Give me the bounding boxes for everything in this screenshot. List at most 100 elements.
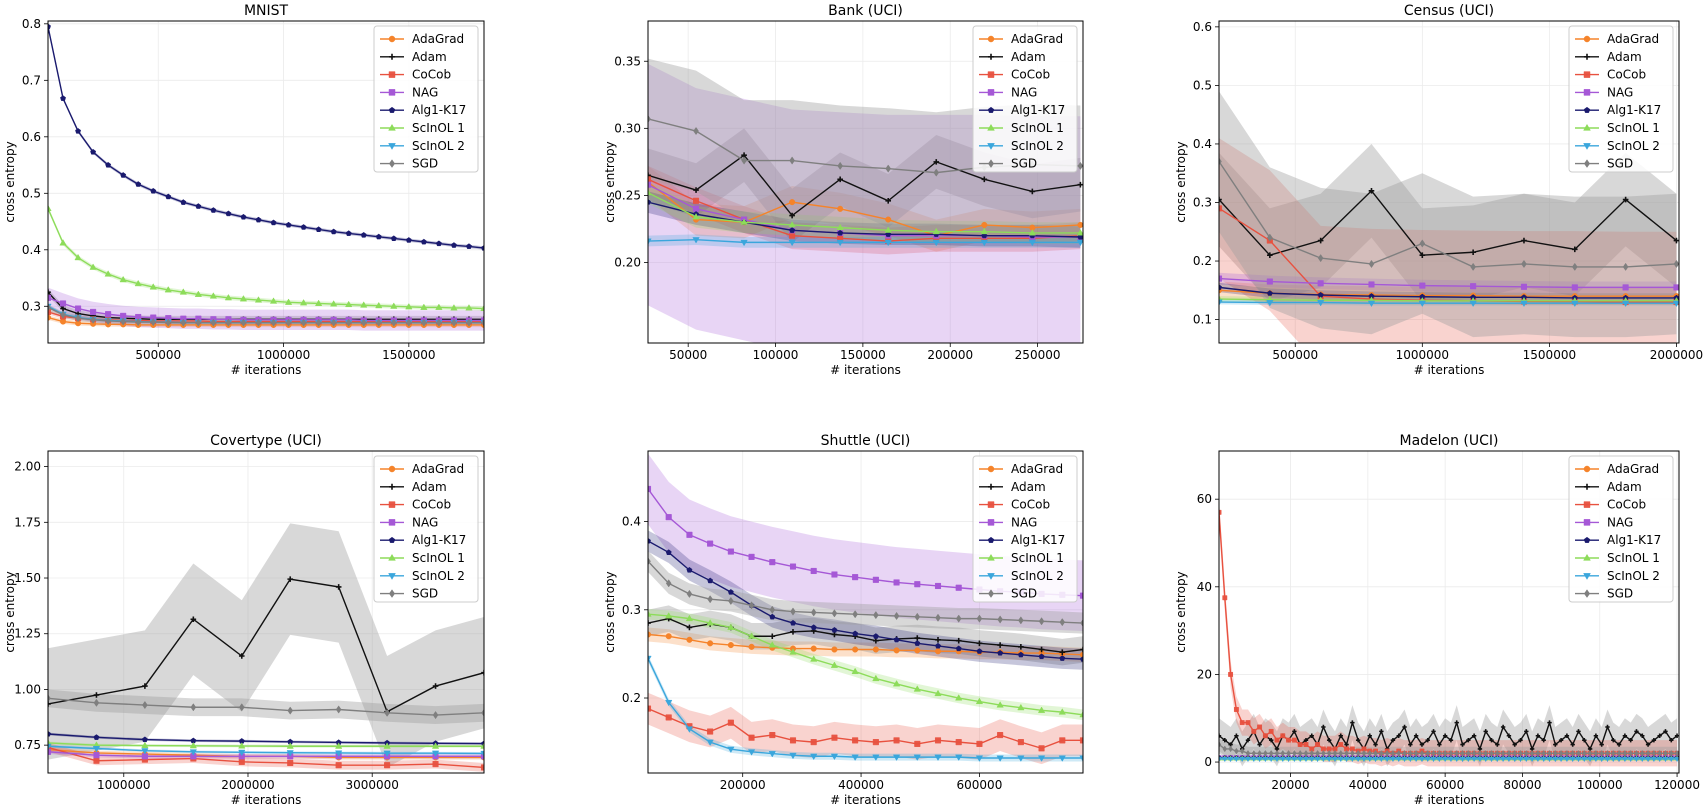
data-point [1558,749,1564,757]
data-point [1343,756,1350,763]
data-point [1419,749,1425,757]
data-point [789,563,797,570]
data-point [1017,703,1025,711]
data-point [914,740,921,747]
data-point [934,754,942,761]
x-tick-label: 1500000 [382,348,435,362]
data-point [1616,749,1622,757]
data-point [748,734,755,741]
data-point [810,567,817,575]
data-point [648,610,652,617]
data-point [240,318,247,327]
legend-item-alg1-k17: Alg1-K17 [979,103,1065,117]
data-point [1355,737,1361,743]
legend-label: CoCob [1607,498,1646,512]
data-point [1599,742,1604,747]
data-point [648,114,651,124]
data-point [384,708,390,717]
y-tick-label: 0.35 [614,54,641,68]
legend-marker [987,589,995,598]
data-point [830,661,839,668]
data-point [1520,283,1528,290]
y-tick-label: 0.20 [614,256,641,270]
data-point [1326,756,1333,763]
data-point [1266,300,1274,307]
data-point [810,645,817,652]
data-point [75,314,81,323]
data-point [1418,300,1426,308]
data-point [330,228,337,235]
legend-label: Alg1-K17 [1607,533,1661,547]
data-point [1292,729,1297,734]
data-point [287,706,294,715]
data-point [1524,749,1529,757]
data-point [210,318,217,327]
legend-label: Adam [1607,50,1642,64]
data-point [872,633,879,639]
legend-item-cocob: CoCob [979,68,1050,82]
data-point [1541,749,1546,757]
legend-marker [388,89,396,96]
data-point [60,305,66,312]
data-point [1080,646,1083,653]
data-point [1355,749,1361,757]
data-point [1390,737,1396,743]
data-point [48,23,51,30]
data-point [976,614,983,623]
series-line-scinol-2 [1219,301,1677,304]
data-point [345,318,352,327]
data-point [165,318,172,327]
chart-title: Shuttle (UCI) [821,433,911,449]
data-point [1059,649,1066,655]
series-sgd [1219,741,1679,757]
data-point [300,318,307,327]
data-point [315,226,322,232]
x-tick-label: 500000 [1272,348,1318,362]
legend-box [1568,25,1674,173]
band-adagrad [648,627,1083,662]
data-point [1326,749,1332,757]
data-point [692,205,700,212]
data-point [345,230,352,236]
legend-label: AdaGrad [1011,462,1063,476]
data-point [142,683,148,689]
data-point [195,203,202,209]
data-point [1470,262,1476,271]
data-point [384,762,391,769]
data-point [194,290,202,297]
data-point [872,576,879,583]
data-point [1222,737,1227,743]
data-point [1321,749,1326,757]
legend-marker [388,465,396,473]
data-point [1349,746,1355,752]
legend-marker [987,89,995,96]
data-point [648,705,652,712]
data-point [1534,756,1541,763]
data-point [872,739,879,746]
data-point [105,161,112,168]
data-point [1379,749,1384,757]
series-sgd [48,303,484,327]
data-point [837,229,844,236]
data-point [1621,756,1628,763]
legend-marker [1583,123,1591,131]
data-point [421,318,427,327]
x-tick-label: 40000 [1349,778,1387,792]
data-point [1521,237,1527,244]
data-point [686,624,693,631]
data-point [466,243,472,249]
x-tick-label: 1000000 [1396,348,1449,362]
data-point [141,748,149,755]
band-cocob [1219,138,1677,343]
data-point [665,549,672,555]
legend-label: AdaGrad [1011,32,1063,46]
legend-item-adam: Adam [979,50,1046,64]
legend: AdaGrad Adam CoCob NAG Alg1-K17 ScInOL 1 ScInO… [373,455,479,603]
data-point [1368,281,1375,288]
legend-label: ScInOL 1 [412,121,465,135]
legend-item-adam: Adam [380,480,447,494]
data-point [189,749,197,756]
data-point [1018,644,1024,650]
data-point [1233,756,1240,763]
series-line-cocob [48,746,484,769]
